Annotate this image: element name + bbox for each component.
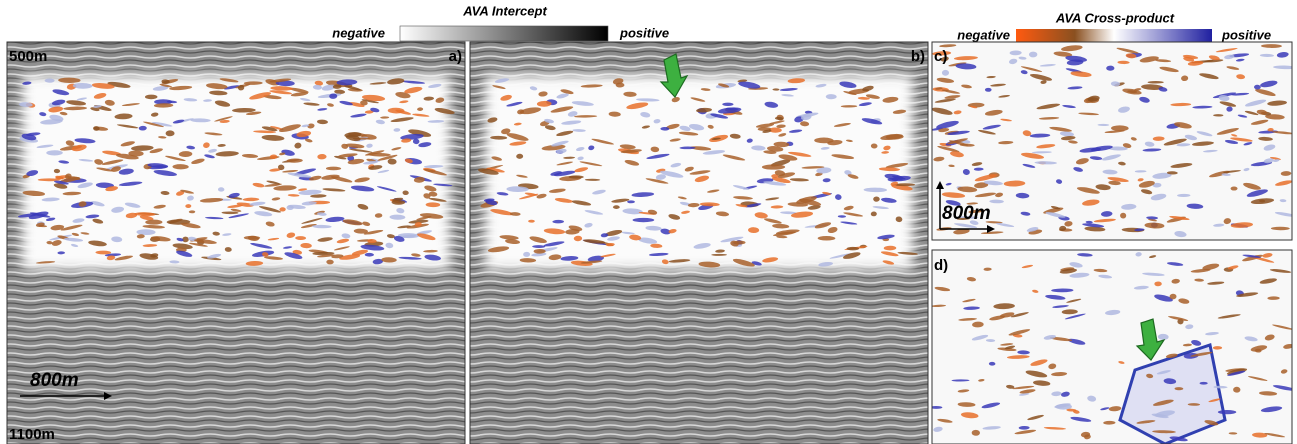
- texture-blob: [326, 167, 341, 171]
- colorbar-ramp: [400, 26, 608, 41]
- texture-blob: [985, 88, 992, 92]
- panel-b: [470, 42, 928, 444]
- texture-blob: [569, 175, 584, 178]
- panel-label: a): [449, 48, 462, 65]
- colorbar-negative: negative: [332, 25, 385, 40]
- overlay-area: [22, 75, 450, 270]
- texture-blob: [1106, 66, 1114, 71]
- intercept-colorbar: AVA Intercept negative positive: [332, 3, 669, 41]
- colorbar-ramp: [1016, 29, 1212, 42]
- colorbar-title: AVA Intercept: [462, 3, 547, 18]
- colorbar-title: AVA Cross-product: [1055, 10, 1175, 25]
- figure: AVA Intercept negative positive AVA Cros…: [0, 0, 1297, 444]
- colorbar-positive: positive: [1221, 27, 1271, 42]
- texture-blob: [722, 103, 733, 106]
- scale-label: 800m: [942, 203, 991, 224]
- depth-top: 500m: [9, 48, 47, 65]
- texture-blob: [847, 247, 860, 251]
- panel-d: [930, 250, 1297, 444]
- scale-label: 800m: [30, 370, 79, 391]
- texture-blob: [1231, 186, 1238, 190]
- colorbar-negative: negative: [957, 27, 1010, 42]
- texture-blob: [1218, 410, 1236, 414]
- texture-blob: [632, 218, 654, 222]
- depth-bottom: 1100m: [9, 426, 55, 443]
- texture-blob: [613, 205, 620, 209]
- panel-label: c): [934, 48, 947, 65]
- panel-label: b): [911, 48, 925, 65]
- cross-colorbar: AVA Cross-product negative positive: [957, 10, 1271, 42]
- texture-blob: [218, 187, 224, 191]
- panel-background: [932, 250, 1292, 444]
- colorbar-positive: positive: [619, 25, 669, 40]
- texture-blob: [873, 196, 880, 201]
- texture-blob: [1170, 294, 1177, 300]
- panel-label: d): [934, 257, 948, 274]
- texture-blob: [1200, 382, 1208, 385]
- texture-blob: [942, 70, 949, 76]
- texture-blob: [166, 130, 175, 136]
